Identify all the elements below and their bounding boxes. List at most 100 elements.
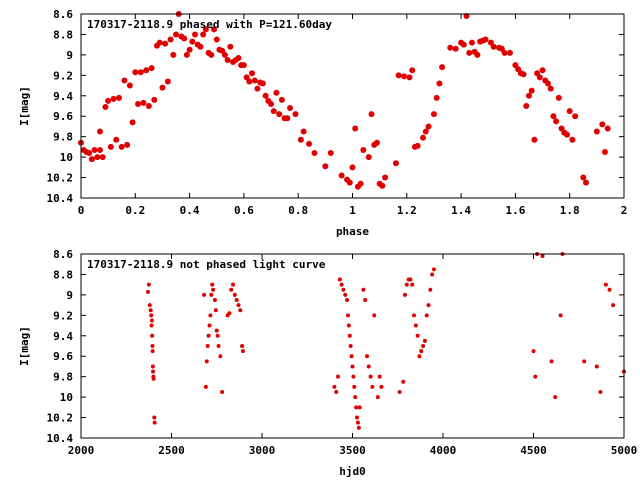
unphased-y-tick-label: 9 [66, 289, 73, 302]
phased-data-point [536, 74, 543, 81]
unphased-data-point [412, 313, 417, 318]
phased-data-point [414, 142, 421, 149]
unphased-data-point [361, 287, 366, 292]
unphased-data-point [408, 277, 413, 282]
phased-data-point [88, 156, 95, 163]
phased-data-point [97, 128, 104, 135]
unphased-data-point [146, 282, 151, 287]
unphased-data-point [431, 267, 436, 272]
phased-data-point [107, 143, 114, 150]
phased-data-point [240, 62, 247, 69]
phased-data-point [593, 128, 600, 135]
phased-data-point [297, 136, 304, 143]
unphased-data-point [357, 405, 362, 410]
unphased-light-curve-panel: 2000 2500 3000 3500 4000 4500 5000 8.6 8.8 9 9.2 9… [18, 248, 637, 478]
phased-data-point [97, 146, 104, 153]
unphased-data-point [150, 349, 155, 354]
phased-data-point [601, 149, 608, 155]
unphased-data-point [410, 282, 415, 287]
unphased-data-point [231, 282, 236, 287]
phased-data-point [447, 44, 454, 51]
unphased-data-point [151, 369, 156, 374]
phased-data-point [582, 179, 589, 186]
unphased-data-point [558, 313, 563, 318]
unphased-data-point [147, 303, 152, 308]
phased-data-point [110, 95, 117, 102]
phased-data-point [547, 85, 554, 92]
unphased-x-tick-label: 5000 [611, 444, 638, 457]
phased-chart-title: 170317-2118.9 phased with P=121.60day [87, 18, 332, 31]
unphased-data-point [151, 376, 156, 381]
phased-data-point [173, 31, 180, 38]
unphased-data-point [205, 344, 210, 348]
unphased-x-axis-label: hjd0 [339, 465, 366, 478]
phased-data-point [251, 77, 258, 84]
unphased-plot-frame [80, 253, 625, 439]
phased-data-point [132, 69, 139, 76]
phased-data-point [151, 96, 158, 103]
phased-data-point [270, 108, 277, 115]
unphased-data-point [218, 354, 223, 359]
phased-data-point [539, 67, 546, 74]
phased-data-point [406, 74, 413, 81]
unphased-data-point [353, 395, 358, 400]
phased-data-point [262, 92, 269, 99]
phased-data-point [249, 70, 256, 77]
unphased-data-point [355, 415, 360, 420]
unphased-data-point [351, 374, 356, 379]
phased-data-point [520, 71, 527, 78]
phased-data-point [580, 174, 587, 181]
phased-data-point [463, 13, 470, 20]
phased-x-tick-label: 0.6 [234, 204, 254, 217]
phased-data-point [99, 154, 106, 161]
phased-data-point [213, 36, 220, 43]
unphased-data-point [236, 303, 241, 308]
phased-data-point [360, 146, 367, 153]
phased-data-point [349, 164, 356, 171]
unphased-data-point [379, 384, 384, 389]
phased-data-point [276, 111, 283, 118]
phased-data-point [382, 174, 389, 181]
phased-data-point [159, 84, 166, 91]
phased-data-point [531, 136, 538, 143]
unphased-data-point [152, 420, 157, 425]
unphased-data-point [229, 287, 234, 292]
unphased-data-point [430, 272, 435, 277]
phased-data-point [599, 121, 606, 128]
unphased-data-point [377, 374, 382, 379]
unphased-data-point [417, 354, 422, 359]
phased-y-ticks: 8.6 8.8 9 9.2 9.4 9.6 9.8 10 10.2 10.4 [47, 8, 624, 205]
phased-y-tick-label: 8.8 [53, 28, 73, 41]
unphased-data-point [594, 364, 599, 369]
unphased-data-point [424, 313, 429, 318]
unphased-data-point [345, 298, 350, 302]
unphased-y-ticks: 8.6 8.8 9 9.2 9.4 9.6 9.8 10 10.2 10.4 [47, 248, 624, 445]
unphased-data-point [540, 254, 545, 259]
unphased-data-point [215, 333, 220, 338]
unphased-data-point [149, 318, 154, 323]
phased-data-point [208, 51, 215, 58]
unphased-y-tick-label: 8.6 [53, 248, 73, 261]
phased-data-point [227, 43, 234, 50]
phased-x-tick-label: 0.4 [180, 204, 200, 217]
phased-plot-frame [80, 13, 625, 199]
phased-data-point [468, 39, 475, 46]
phased-data-point [528, 87, 535, 94]
unphased-data-point [346, 323, 351, 328]
phased-y-tick-label: 10 [60, 151, 73, 164]
unphased-data-point [149, 313, 154, 318]
unphased-data-point [366, 364, 371, 369]
unphased-data-point [397, 390, 402, 394]
unphased-data-point [337, 277, 342, 282]
unphased-data-point [145, 289, 150, 294]
phased-data-point [164, 78, 171, 85]
unphased-data-point [334, 390, 339, 394]
phased-y-tick-label: 9.6 [53, 110, 73, 123]
unphased-y-tick-label: 10 [60, 391, 73, 404]
phased-data-point [604, 125, 611, 132]
phased-data-point [192, 31, 199, 38]
unphased-data-point [350, 364, 355, 369]
unphased-data-point [368, 374, 373, 379]
unphased-data-point [216, 344, 221, 348]
